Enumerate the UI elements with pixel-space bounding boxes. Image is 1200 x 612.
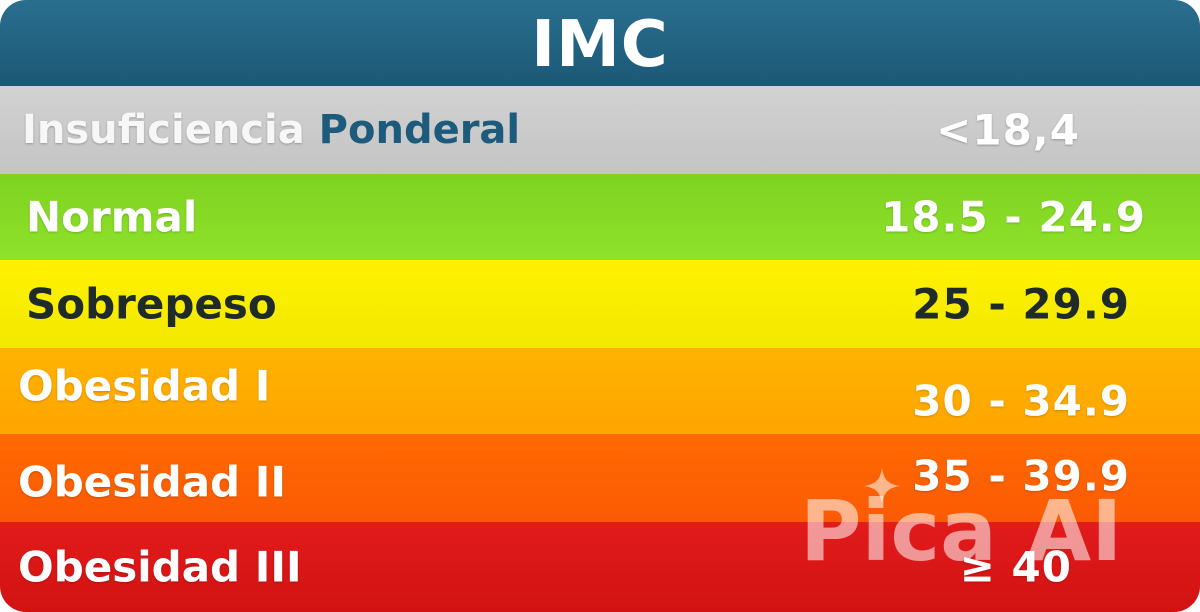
table-row-obesity-1: Obesidad I 30 - 34.9 xyxy=(0,348,1200,434)
table-row-overweight: Sobrepeso 25 - 29.9 xyxy=(0,260,1200,348)
table-row-obesity-3: Obesidad III ≥ 40 xyxy=(0,522,1200,612)
row-label: Insuficiencia Ponderal xyxy=(22,107,520,153)
row-value: 25 - 29.9 xyxy=(912,279,1130,329)
row-label: Obesidad III xyxy=(18,542,302,592)
row-value: <18,4 xyxy=(936,105,1080,155)
row-value: 30 - 34.9 xyxy=(912,376,1130,426)
row-label-part: Insuficiencia xyxy=(22,107,319,153)
table-title: IMC xyxy=(531,8,669,82)
row-value: ≥ 40 xyxy=(959,542,1072,592)
table-row-obesity-2: Obesidad II 35 - 39.9 xyxy=(0,434,1200,522)
row-label-accent: Ponderal xyxy=(318,107,521,153)
row-value: 18.5 - 24.9 xyxy=(881,192,1146,242)
row-label: Normal xyxy=(26,192,198,242)
table-row-normal: Normal 18.5 - 24.9 xyxy=(0,174,1200,260)
table-header: IMC xyxy=(0,0,1200,86)
row-value: 35 - 39.9 xyxy=(912,451,1130,501)
row-label: Obesidad II xyxy=(18,457,286,507)
table-row-underweight: Insuficiencia Ponderal <18,4 xyxy=(0,86,1200,174)
row-label: Obesidad I xyxy=(18,361,271,411)
row-label: Sobrepeso xyxy=(26,279,277,329)
